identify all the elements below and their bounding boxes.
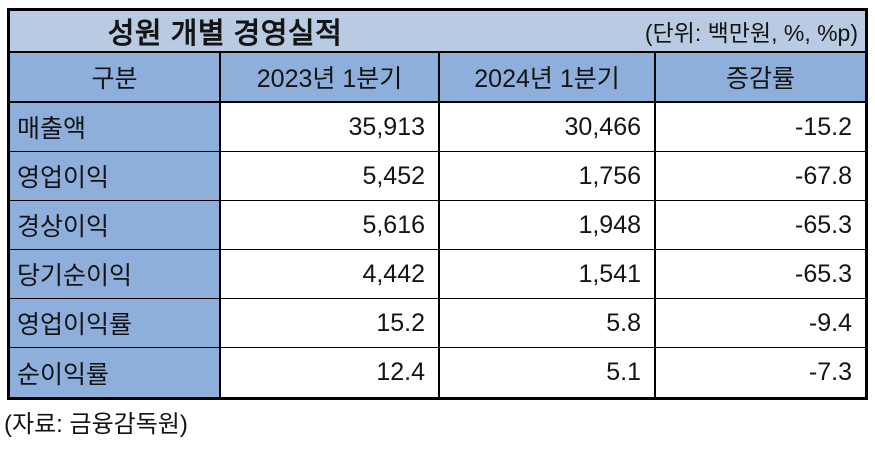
- column-header-2024-q1: 2024년 1분기: [440, 53, 656, 103]
- cell-net-income-2023: 4,442: [221, 250, 440, 299]
- row-label-net-income: 당기순이익: [10, 250, 221, 299]
- cell-operating-profit-2024: 1,756: [440, 152, 656, 201]
- cell-operating-margin-2023: 15.2: [221, 299, 440, 348]
- column-header-change-rate: 증감률: [656, 53, 865, 103]
- cell-operating-profit-change: -67.8: [656, 152, 865, 201]
- cell-revenue-2023: 35,913: [221, 103, 440, 152]
- cell-operating-profit-2023: 5,452: [221, 152, 440, 201]
- cell-ordinary-profit-2023: 5,616: [221, 201, 440, 250]
- cell-revenue-change: -15.2: [656, 103, 865, 152]
- cell-net-income-change: -65.3: [656, 250, 865, 299]
- source-note: (자료: 금융감독원): [4, 411, 188, 438]
- cell-net-margin-2024: 5.1: [440, 348, 656, 397]
- financial-results-table: 성원 개별 경영실적 (단위: 백만원, %, %p) 구분 2023년 1분기…: [7, 8, 868, 400]
- row-label-operating-margin: 영업이익률: [10, 299, 221, 348]
- cell-revenue-2024: 30,466: [440, 103, 656, 152]
- row-label-revenue: 매출액: [10, 103, 221, 152]
- row-label-ordinary-profit: 경상이익: [10, 201, 221, 250]
- column-header-category: 구분: [10, 53, 221, 103]
- table-title: 성원 개별 경영실적: [107, 18, 343, 50]
- row-label-operating-profit: 영업이익: [10, 152, 221, 201]
- row-label-net-margin: 순이익률: [10, 348, 221, 397]
- cell-operating-margin-2024: 5.8: [440, 299, 656, 348]
- cell-net-income-2024: 1,541: [440, 250, 656, 299]
- cell-net-margin-2023: 12.4: [221, 348, 440, 397]
- cell-ordinary-profit-2024: 1,948: [440, 201, 656, 250]
- cell-ordinary-profit-change: -65.3: [656, 201, 865, 250]
- column-header-2023-q1: 2023년 1분기: [221, 53, 440, 103]
- unit-note: (단위: 백만원, %, %p): [644, 20, 858, 46]
- table-title-band: 성원 개별 경영실적 (단위: 백만원, %, %p): [10, 11, 865, 53]
- cell-net-margin-change: -7.3: [656, 348, 865, 397]
- table-grid: 구분 2023년 1분기 2024년 1분기 증감률 매출액 35,913 30…: [10, 53, 865, 397]
- cell-operating-margin-change: -9.4: [656, 299, 865, 348]
